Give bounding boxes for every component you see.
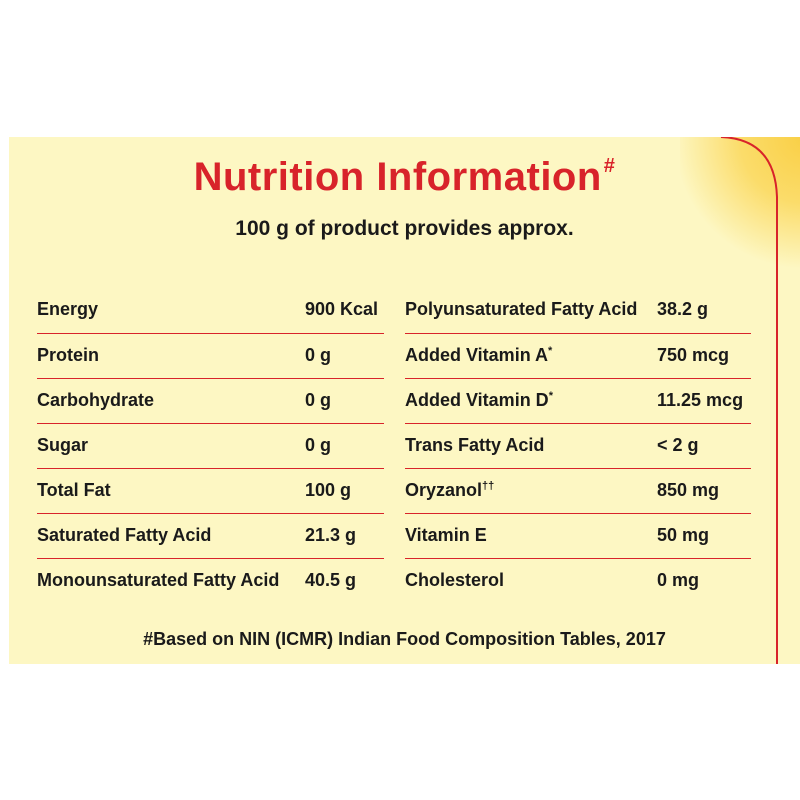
nutrient-value: 50 mg (657, 525, 710, 545)
table-row: Added Vitamin A* 750 mcg (405, 333, 751, 378)
nutrient-table-left: Energy 900 Kcal Protein 0 g Carbohydrate 0 … (37, 288, 384, 603)
table-row: Added Vitamin D* 11.25 mcg (405, 378, 751, 423)
serving-subtitle: 100 g of product provides approx. (235, 217, 574, 240)
table-row: Saturated Fatty Acid 21.3 g (37, 513, 384, 558)
nutrient-name: Trans Fatty Acid (405, 435, 545, 455)
table-row: Sugar 0 g (37, 423, 384, 468)
nutrient-table-right: Polyunsaturated Fatty Acid 38.2 g Added V… (405, 288, 751, 603)
nutrition-panel: Nutrition Information # 100 g of product … (9, 137, 800, 664)
nutrient-name: Total Fat (37, 480, 111, 500)
page-title: Nutrition Information # (9, 155, 800, 200)
nutrient-name: Vitamin E (405, 525, 487, 545)
footnote-mark: * (548, 345, 553, 357)
nutrient-value: < 2 g (657, 435, 699, 455)
table-row: Vitamin E 50 mg (405, 513, 751, 558)
nutrient-name: Protein (37, 345, 100, 365)
nutrient-value: 100 g (305, 480, 352, 500)
nutrient-name: Saturated Fatty Acid (37, 525, 212, 545)
title-text: Nutrition Information (193, 155, 602, 199)
table-row: Protein 0 g (37, 333, 384, 378)
nutrient-value: 850 mg (657, 480, 720, 500)
nutrient-value: 0 g (305, 390, 332, 410)
nutrient-name: Oryzanol†† (405, 480, 495, 500)
table-row: Carbohydrate 0 g (37, 378, 384, 423)
nutrient-name: Carbohydrate (37, 390, 155, 410)
nutrient-value: 38.2 g (657, 299, 709, 319)
nutrient-value: 11.25 mcg (657, 390, 744, 410)
table-row: Trans Fatty Acid < 2 g (405, 423, 751, 468)
nutrient-name: Sugar (37, 435, 89, 455)
table-row: Energy 900 Kcal (37, 288, 384, 333)
nutrient-name: Energy (37, 299, 99, 319)
nutrient-value: 0 mg (657, 570, 700, 590)
footnote-mark: * (548, 390, 553, 402)
nutrient-name: Added Vitamin A* (405, 345, 553, 365)
nutrient-name: Cholesterol (405, 570, 505, 590)
source-footnote: #Based on NIN (ICMR) Indian Food Composi… (143, 629, 666, 649)
nutrient-name: Polyunsaturated Fatty Acid (405, 299, 638, 319)
nutrient-value: 0 g (305, 435, 332, 455)
footnote-mark: †† (482, 480, 495, 492)
nutrient-value: 40.5 g (305, 570, 357, 590)
table-row: Total Fat 100 g (37, 468, 384, 513)
nutrient-value: 0 g (305, 345, 332, 365)
nutrient-value: 750 mcg (657, 345, 730, 365)
table-row: Monounsaturated Fatty Acid 40.5 g (37, 558, 384, 603)
table-row: Polyunsaturated Fatty Acid 38.2 g (405, 288, 751, 333)
nutrient-value: 21.3 g (305, 525, 357, 545)
title-footnote-mark: # (603, 155, 616, 177)
table-row: Oryzanol†† 850 mg (405, 468, 751, 513)
table-row: Cholesterol 0 mg (405, 558, 751, 603)
nutrient-value: 900 Kcal (305, 299, 379, 319)
nutrient-name: Monounsaturated Fatty Acid (37, 570, 280, 590)
nutrient-name: Added Vitamin D* (405, 390, 553, 410)
